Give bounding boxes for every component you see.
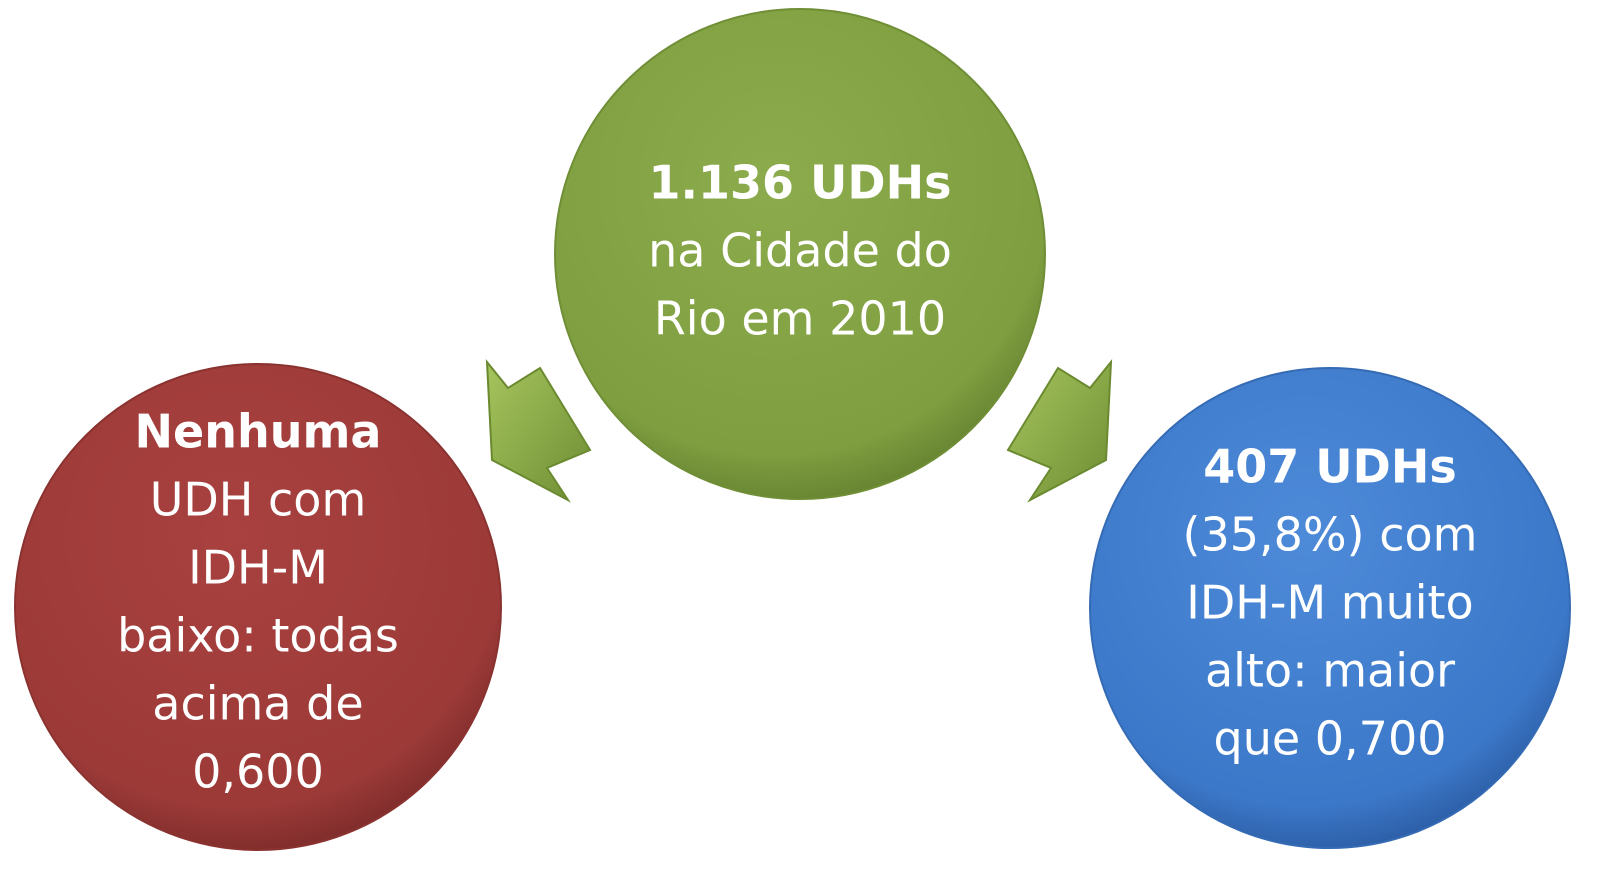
node-circle <box>14 363 502 851</box>
labels: 1.136 UDHs na Cidade do Rio em 2010 Nenhuma… <box>117 156 1477 799</box>
arrow-left <box>485 358 592 503</box>
node-line: que 0,700 <box>1214 712 1447 766</box>
arrow-right <box>1006 358 1113 503</box>
node-line: alto: maior <box>1205 644 1455 698</box>
node-line: IDH-M muito <box>1186 576 1473 630</box>
node-circle <box>554 8 1046 500</box>
node-line: na Cidade do <box>648 224 952 278</box>
node-line: UDH com <box>150 473 367 527</box>
node-line: IDH-M <box>188 541 328 595</box>
node-line: acima de <box>152 677 363 731</box>
node-title: 407 UDHs <box>1203 440 1456 494</box>
node-title: 1.136 UDHs <box>649 156 952 210</box>
node-line: (35,8%) com <box>1183 508 1478 562</box>
node-line: Rio em 2010 <box>654 292 946 346</box>
node-circle <box>1089 367 1571 849</box>
node-line: 0,600 <box>192 745 324 799</box>
node-line: baixo: todas <box>117 609 399 663</box>
node-title: Nenhuma <box>135 405 382 459</box>
